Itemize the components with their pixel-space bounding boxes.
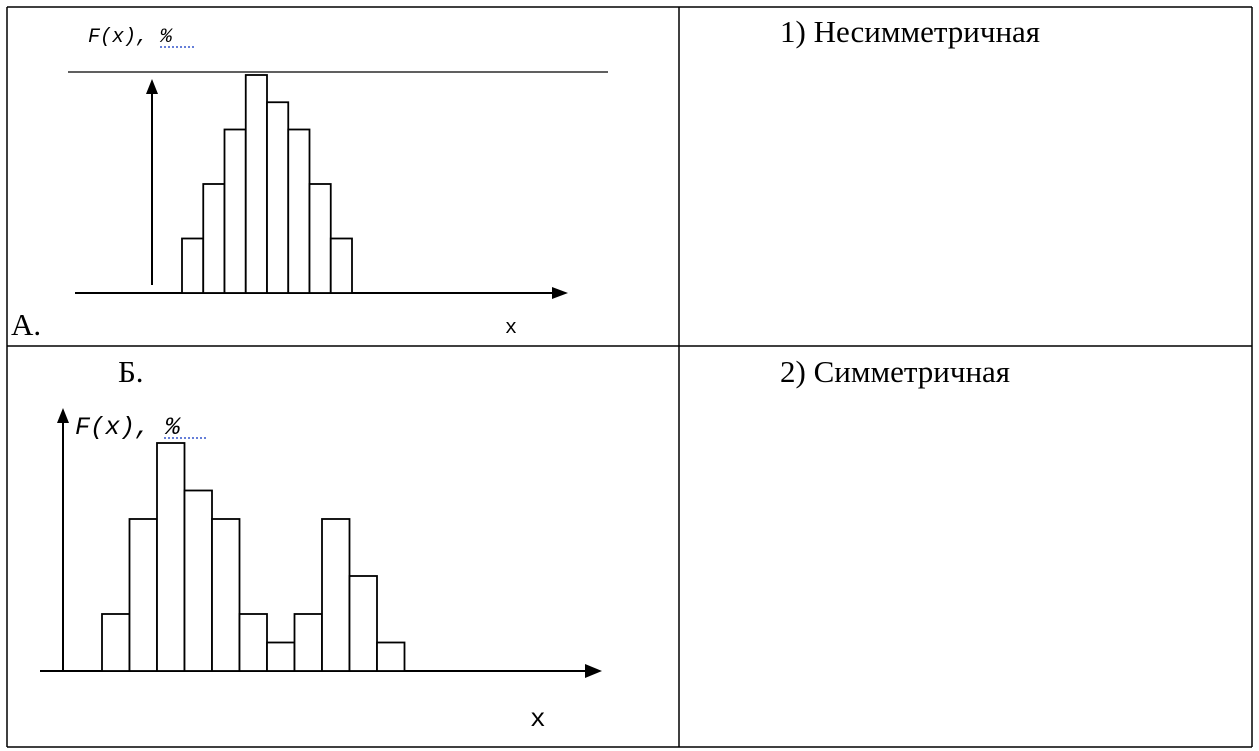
histogram-bar [223,128,247,294]
x-axis-label: x [505,317,517,340]
histogram-bar [156,442,186,672]
histogram-bar [183,489,213,672]
y-axis-label: F(x), % [88,26,173,49]
histogram-bar [101,613,131,672]
histogram-bar [376,641,406,672]
chart-label-b: Б. [118,354,144,389]
histogram-bar [238,613,268,672]
histogram-bar [329,237,353,294]
x-axis-arrow [552,287,568,299]
y-axis-arrow [57,408,69,423]
option-2: 2) Симметричная [780,354,1011,389]
table-row: F(x), % x А. 1) Несимметричная [0,0,1259,346]
histogram-b: F(x), % x [40,408,602,734]
histogram-bar [266,101,290,294]
histogram-bar [348,575,378,672]
histogram-bar [202,183,226,294]
histogram-bar [293,613,323,672]
histogram-bar [287,128,311,294]
option-1: 1) Несимметричная [780,14,1041,49]
histogram-a: F(x), % x [68,26,608,340]
chart-label-a: А. [11,307,42,342]
x-axis-arrow [585,664,602,678]
y-axis-label: F(x), % [75,413,182,442]
histogram-bar [244,74,268,294]
table-row: F(x), % x Б. 2) Симметричная [0,346,1259,751]
histogram-bar [211,518,241,672]
histogram-bar [181,237,205,294]
histogram-bar [308,183,332,294]
y-axis-arrow [146,79,158,94]
x-axis-label: x [530,704,546,734]
histogram-bar [266,641,296,672]
histogram-bar [321,518,351,672]
histogram-bar [128,518,158,672]
